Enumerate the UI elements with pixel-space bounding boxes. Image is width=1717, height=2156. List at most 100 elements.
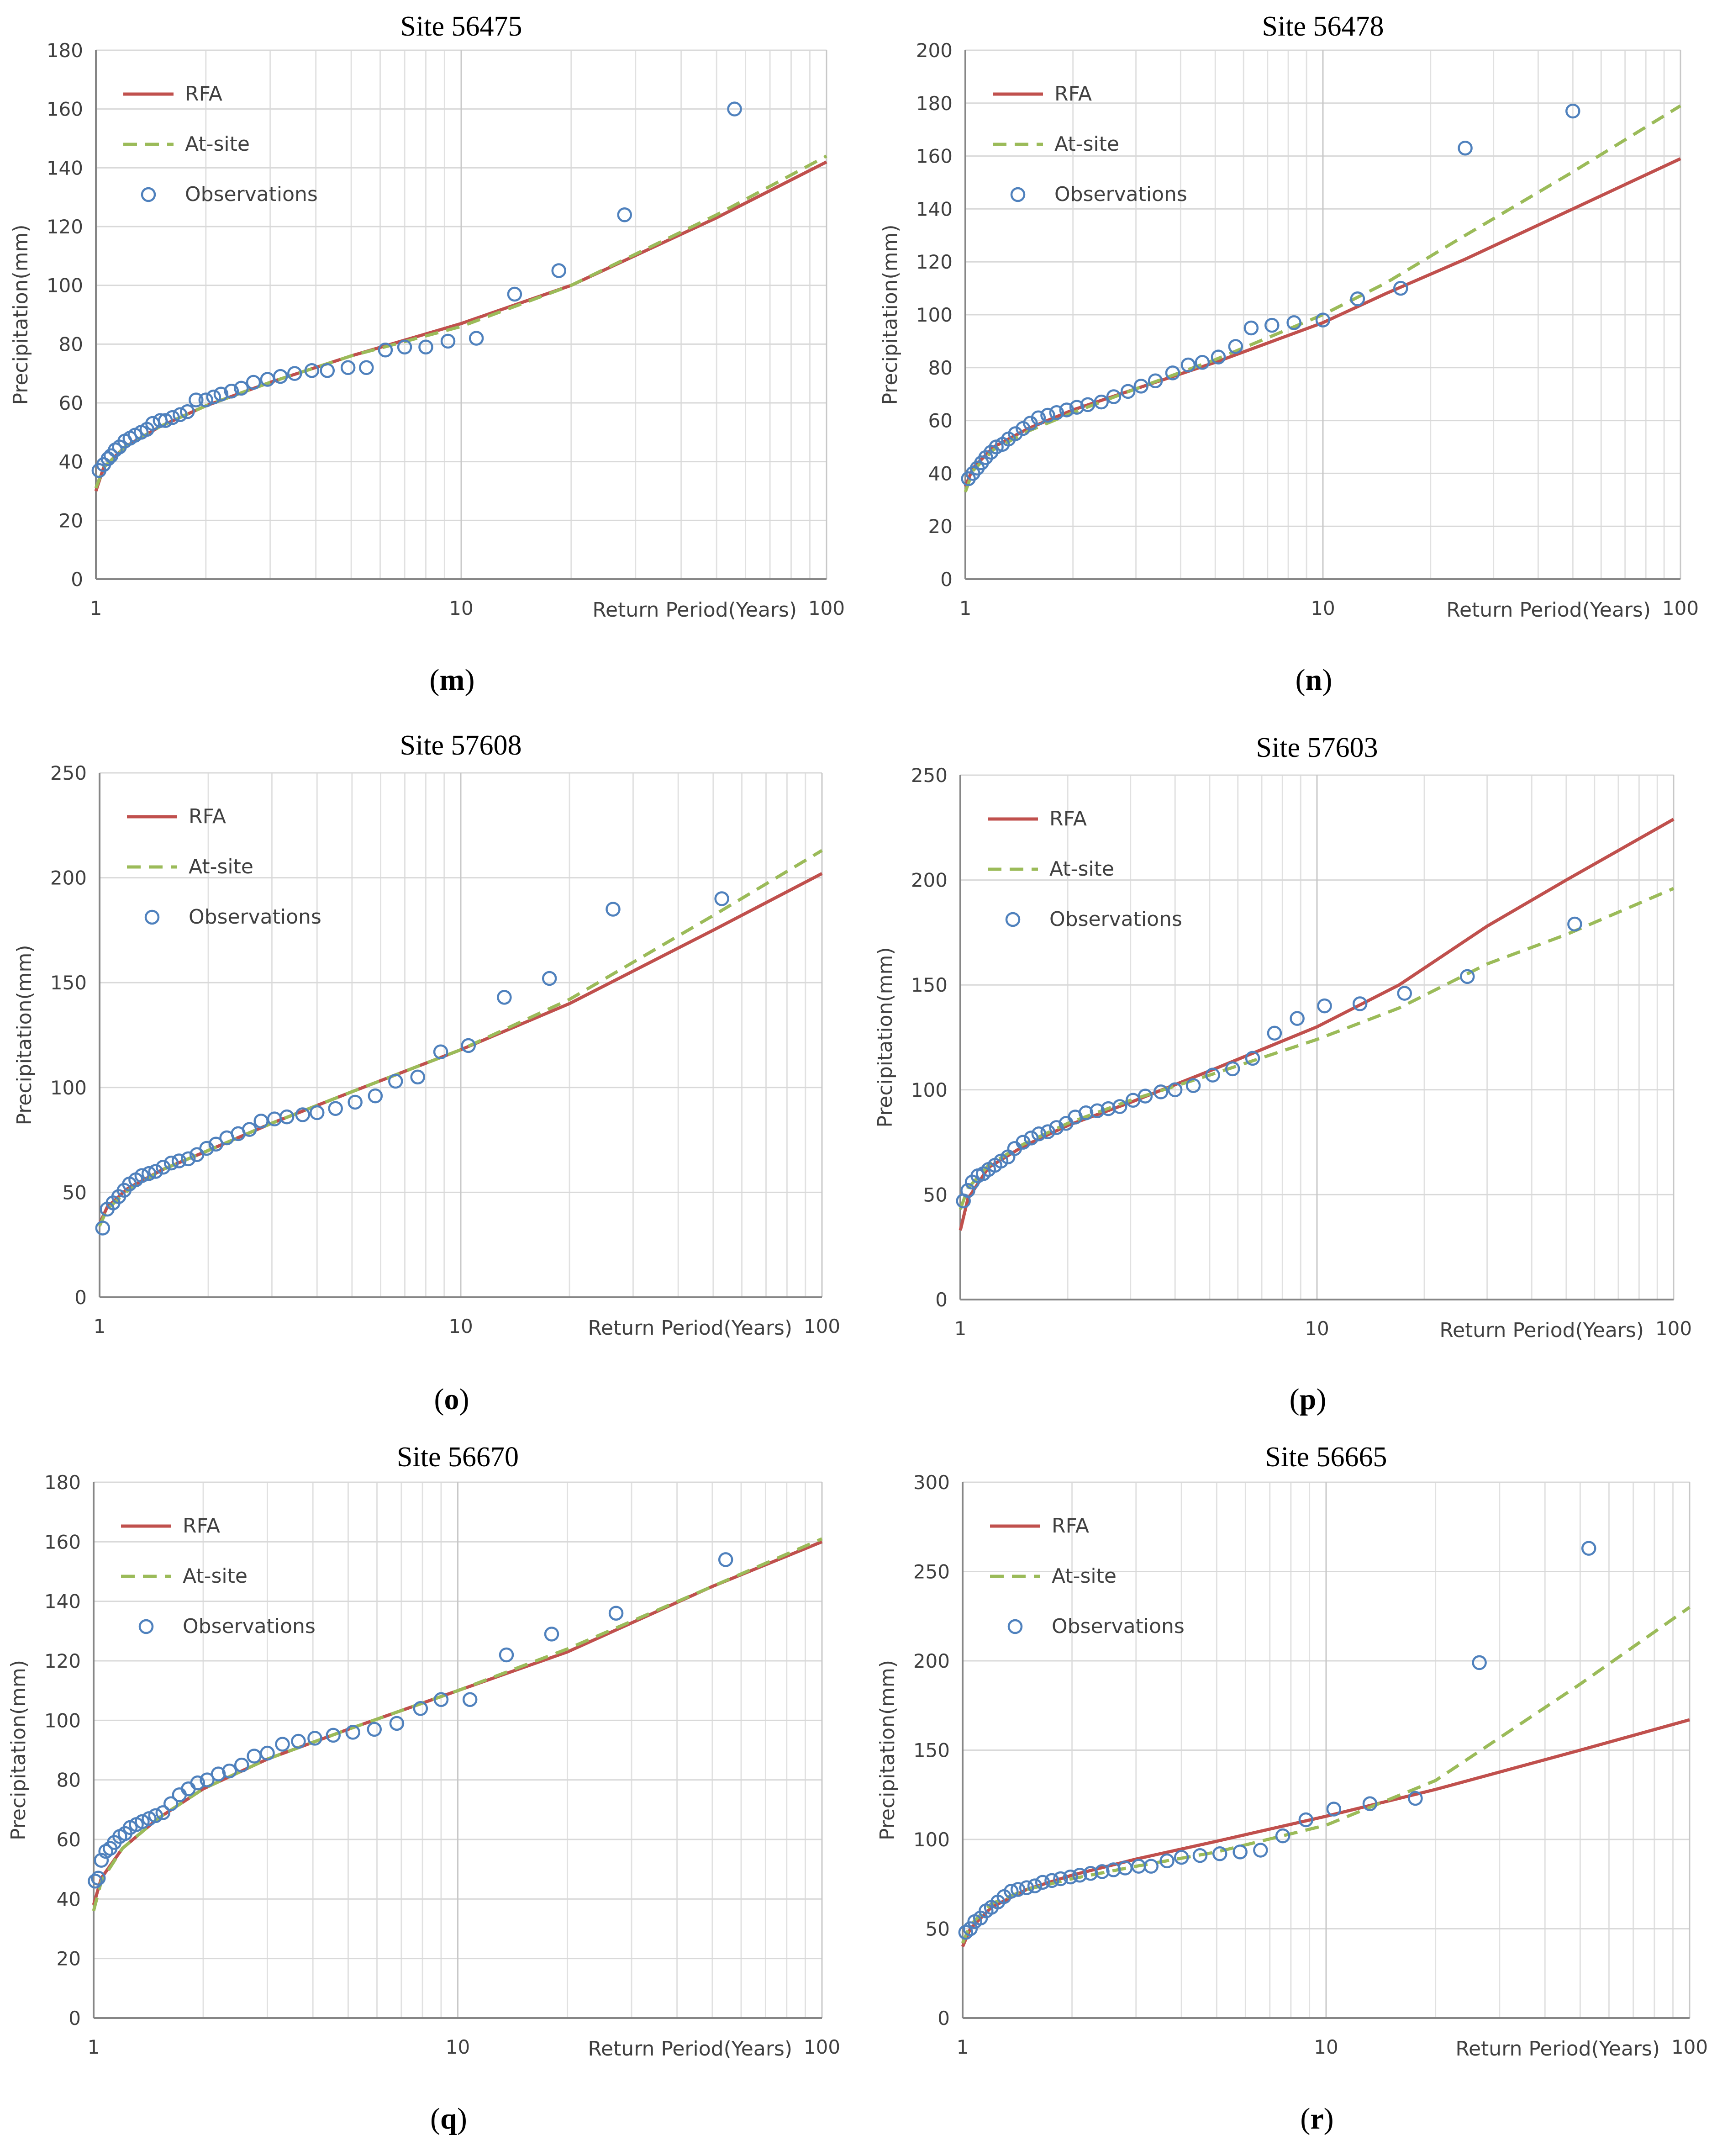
x-axis-label: Return Period(Years) [1455, 2037, 1660, 2061]
observation-point [714, 891, 729, 906]
y-axis-label: Precipitation(mm) [7, 1660, 30, 1840]
observation-point [100, 451, 116, 466]
legend-marker [141, 187, 156, 202]
legend: RFA At-site Observations [988, 807, 1182, 931]
observation-point [1031, 410, 1046, 426]
observation-point [469, 331, 484, 346]
observation-point [173, 407, 188, 422]
observation-point [90, 1871, 106, 1886]
observation-point [1267, 1025, 1282, 1041]
observation-point [340, 360, 356, 375]
observation-point [462, 1692, 478, 1707]
observation-point [1326, 1802, 1342, 1817]
legend-label: Observations [1052, 1615, 1185, 1638]
observation-point [1211, 349, 1226, 365]
observation-point [163, 1155, 179, 1171]
observation-point [1133, 379, 1148, 394]
y-tick-label: 60 [57, 1828, 81, 1851]
y-tick-label: 250 [911, 764, 948, 787]
observation-point [1120, 384, 1136, 399]
observation-point [388, 1073, 403, 1089]
y-tick-label: 160 [916, 145, 953, 168]
x-tick-label: 100 [808, 597, 845, 619]
observation-point [1458, 140, 1473, 156]
x-tick-label: 1 [959, 597, 972, 619]
caption-open-paren: ( [430, 663, 440, 697]
observation-point [1298, 1812, 1314, 1828]
chart-title: Site 56670 [397, 1442, 519, 1473]
observation-point [1049, 405, 1064, 420]
observation-point [275, 1737, 290, 1752]
observation-point [1143, 1859, 1159, 1874]
y-tick-label: 0 [938, 2007, 950, 2029]
observation-point [234, 380, 249, 396]
caption-close-paren: ) [464, 663, 474, 697]
observation-point [1212, 1846, 1227, 1861]
observation-point [260, 1745, 275, 1761]
observation-point [397, 339, 412, 355]
y-tick-label: 20 [928, 515, 953, 538]
observation-point [326, 1728, 341, 1743]
caption-open-paren: ( [1296, 663, 1306, 697]
y-tick-label: 20 [59, 509, 83, 532]
y-tick-label: 100 [44, 1709, 81, 1732]
legend-label: RFA [189, 805, 226, 828]
panel-caption: (q) [430, 2102, 467, 2135]
observation-point [1059, 402, 1074, 417]
legend: RFA At-site Observations [993, 82, 1187, 206]
observation-point [1106, 389, 1122, 404]
observation-point [328, 1101, 343, 1116]
y-tick-label: 250 [50, 762, 87, 784]
observation-point [135, 1814, 150, 1829]
legend-label: RFA [183, 1514, 220, 1538]
observation-point [497, 990, 512, 1005]
observation-point [1040, 407, 1055, 423]
y-tick-label: 150 [913, 1739, 950, 1762]
x-tick-label: 10 [446, 2036, 470, 2058]
legend-marker [1005, 912, 1021, 927]
x-axis-label: Return Period(Years) [592, 598, 797, 622]
observation-point [224, 384, 239, 399]
observation-point [617, 207, 632, 222]
observation-point [295, 1107, 311, 1122]
observation-point [1080, 397, 1096, 412]
x-tick-label: 100 [1662, 597, 1699, 619]
y-tick-label: 140 [47, 157, 83, 179]
observation-point [141, 1166, 157, 1181]
observation-point [1040, 1124, 1055, 1139]
observation-point [309, 1105, 325, 1120]
observation-point [171, 1153, 187, 1168]
observation-point [155, 1805, 171, 1820]
observation-point [348, 1094, 363, 1110]
y-tick-label: 60 [59, 392, 83, 414]
observation-point [1228, 339, 1243, 354]
y-tick-label: 120 [916, 251, 953, 273]
y-axis-label: Precipitation(mm) [876, 1660, 899, 1840]
observation-point [1567, 916, 1582, 932]
legend-label: At-site [1052, 1564, 1117, 1588]
y-tick-label: 140 [44, 1591, 81, 1613]
y-tick-label: 140 [916, 198, 953, 220]
observation-point [1004, 1884, 1019, 1899]
observation-point [1112, 1099, 1127, 1114]
y-tick-label: 200 [916, 39, 953, 62]
y-axis-label: Precipitation(mm) [879, 224, 902, 405]
observation-point [1253, 1843, 1268, 1858]
chart-panel-p: 0 50 100 150 200 250 1 10 100 Site 57603 Return Pe… [874, 732, 1692, 1416]
observation-point [190, 1775, 205, 1791]
legend-marker [144, 909, 160, 925]
observation-point [198, 392, 214, 407]
legend: RFA At-site Observations [121, 1514, 316, 1638]
y-tick-label: 50 [926, 1918, 950, 1940]
legend-label: At-site [189, 855, 253, 878]
observation-point [148, 1164, 163, 1179]
y-tick-label: 300 [913, 1471, 950, 1494]
observation-point [320, 363, 335, 378]
observation-point [413, 1701, 428, 1716]
caption-open-paren: ( [1290, 1383, 1300, 1416]
observation-point [1165, 365, 1180, 380]
observation-point [1408, 1791, 1423, 1806]
observation-point [1195, 354, 1210, 370]
series-line-atsite [961, 1606, 1691, 1944]
observation-point [307, 1731, 322, 1746]
